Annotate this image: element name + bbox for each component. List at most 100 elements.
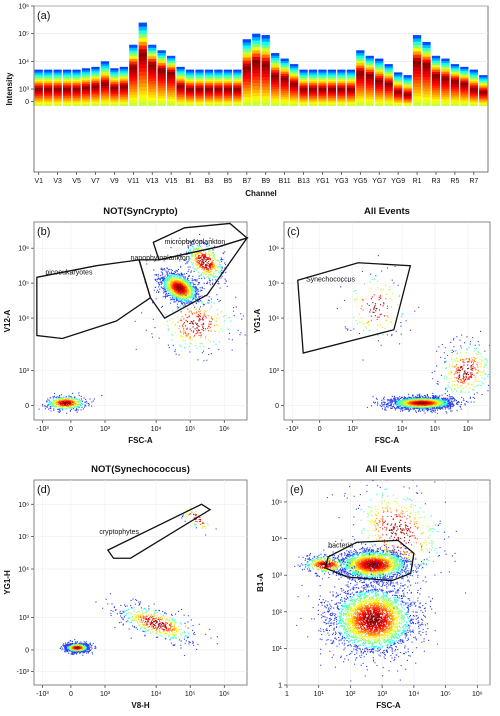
heat-cell xyxy=(271,96,280,99)
event-point xyxy=(160,271,162,273)
heat-cell xyxy=(289,64,299,67)
event-point xyxy=(441,406,444,408)
event-point xyxy=(219,261,221,263)
event-point xyxy=(67,403,69,405)
event-point xyxy=(181,303,183,305)
event-point xyxy=(212,266,214,268)
heat-cell xyxy=(167,55,176,59)
event-point xyxy=(163,278,165,280)
event-point xyxy=(201,264,204,266)
heat-cell xyxy=(195,76,204,79)
event-point xyxy=(393,404,395,406)
event-point xyxy=(175,289,178,291)
event-point xyxy=(152,302,154,304)
heat-cell xyxy=(412,60,422,65)
event-point xyxy=(165,295,167,297)
event-point xyxy=(176,286,178,289)
event-point xyxy=(176,281,178,283)
heat-cell xyxy=(403,87,412,90)
heat-cell xyxy=(242,99,251,103)
heat-cell xyxy=(356,87,365,91)
event-point xyxy=(442,408,444,410)
heat-cell xyxy=(62,79,72,82)
event-point xyxy=(63,401,65,403)
event-point xyxy=(67,398,69,400)
event-point xyxy=(199,300,202,302)
event-point xyxy=(60,394,62,396)
heat-cell xyxy=(44,71,53,74)
event-point xyxy=(187,252,189,254)
event-point xyxy=(193,270,195,272)
event-point xyxy=(92,400,94,402)
event-point xyxy=(59,400,61,402)
heat-cell xyxy=(110,80,119,83)
heat-cell xyxy=(148,86,157,90)
event-point xyxy=(199,317,201,319)
heat-cell xyxy=(72,102,81,105)
heat-cell xyxy=(214,92,223,95)
event-point xyxy=(191,287,194,289)
event-point xyxy=(178,289,180,291)
heat-cell xyxy=(384,79,393,82)
event-point xyxy=(201,261,203,263)
event-point xyxy=(223,320,225,322)
event-point xyxy=(205,328,207,330)
event-point xyxy=(68,400,71,402)
gate-nanophytoplankton[interactable] xyxy=(138,236,249,319)
heat-cell xyxy=(460,73,469,76)
event-point xyxy=(194,328,196,330)
event-point xyxy=(74,398,76,400)
heat-cell xyxy=(271,93,280,97)
heat-cell xyxy=(34,100,43,103)
heat-cell xyxy=(148,55,157,59)
heat-cell xyxy=(479,87,488,90)
event-point xyxy=(67,406,69,408)
heat-cell xyxy=(289,103,299,106)
heat-cell xyxy=(441,86,450,89)
event-point xyxy=(407,408,409,410)
channel-column-V14 xyxy=(157,50,166,106)
event-point xyxy=(192,240,194,243)
event-point xyxy=(85,405,87,407)
event-point xyxy=(197,316,200,318)
heat-cell xyxy=(148,47,157,51)
event-point xyxy=(209,258,211,260)
gate-picoeukaryotes[interactable] xyxy=(36,259,152,340)
event-point xyxy=(204,265,206,267)
heat-cell xyxy=(308,100,318,103)
event-point xyxy=(200,273,202,276)
event-point xyxy=(77,400,79,402)
event-point xyxy=(184,289,186,291)
event-point xyxy=(177,272,179,275)
event-point xyxy=(209,255,211,257)
heat-cell xyxy=(375,60,384,64)
event-point xyxy=(167,286,169,288)
event-point xyxy=(46,406,48,408)
event-point xyxy=(157,277,159,279)
channel-column-V7 xyxy=(91,66,100,106)
heat-cell xyxy=(441,77,450,81)
event-point xyxy=(203,241,205,243)
event-point xyxy=(161,277,163,279)
heat-cell xyxy=(337,100,346,103)
event-point xyxy=(201,317,204,319)
heat-cell xyxy=(62,85,72,88)
heat-cell xyxy=(44,76,53,79)
heat-cell xyxy=(308,95,318,98)
heat-cell xyxy=(327,87,337,90)
heat-cell xyxy=(62,82,72,85)
heat-cell xyxy=(375,86,384,89)
heat-cell xyxy=(271,76,280,80)
heat-cell xyxy=(81,103,91,106)
heat-cell xyxy=(81,80,91,83)
event-point xyxy=(219,287,221,289)
heat-cell xyxy=(271,72,280,75)
event-point xyxy=(188,286,190,288)
heat-cell xyxy=(233,87,242,90)
event-point xyxy=(169,294,171,296)
event-point xyxy=(205,317,207,319)
event-point xyxy=(202,260,204,262)
event-point xyxy=(195,296,197,298)
heat-cell xyxy=(469,71,478,74)
event-point xyxy=(415,406,417,408)
